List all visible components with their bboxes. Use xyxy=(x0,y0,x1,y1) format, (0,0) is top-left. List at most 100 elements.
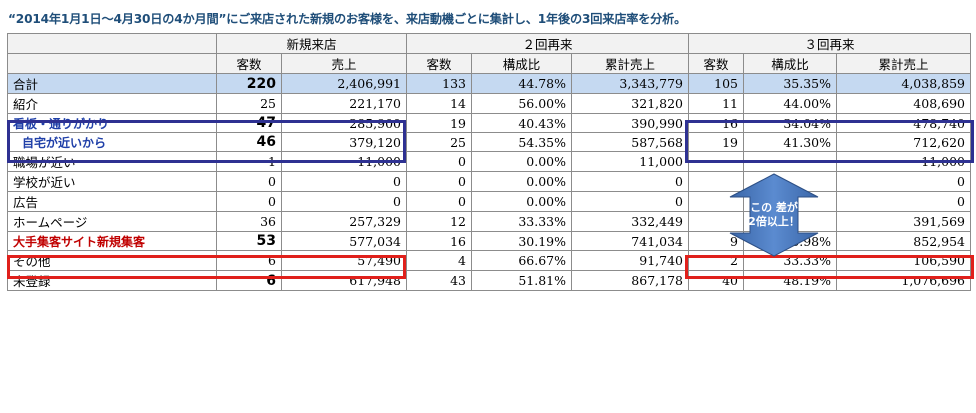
cell: 53 xyxy=(216,231,282,251)
cell: 221,170 xyxy=(281,93,407,114)
row-label: ホームページ xyxy=(7,211,217,232)
cell: 25 xyxy=(216,93,282,114)
cell: 0.00% xyxy=(471,171,572,192)
cell: 16 xyxy=(688,113,744,133)
column-header: 構成比 xyxy=(471,53,572,74)
cell: 12 xyxy=(406,211,472,232)
table-row-total: 合計 220 2,406,991 133 44.78% 3,343,779 10… xyxy=(7,73,971,94)
table-row: 学校が近い 0 0 0 0.00% 0 0 xyxy=(7,171,971,192)
cell: 16 xyxy=(406,231,472,251)
cell: 56.00% xyxy=(471,93,572,114)
cell: 0.00% xyxy=(471,151,572,172)
cell: 1,076,696 xyxy=(836,270,971,291)
cell: 19 xyxy=(688,132,744,152)
cell: 0 xyxy=(406,191,472,212)
group-header-third: ３回再来 xyxy=(688,33,971,54)
table-row: その他 6 57,490 4 66.67% 91,740 2 33.33% 10… xyxy=(7,250,971,271)
row-label: 未登録 xyxy=(7,270,217,291)
cell: 257,329 xyxy=(281,211,407,232)
cell: 91,740 xyxy=(571,250,689,271)
table-row: 紹介 25 221,170 14 56.00% 321,820 11 44.00… xyxy=(7,93,971,114)
cell: 6 xyxy=(216,270,282,291)
cell: 133 xyxy=(406,73,472,94)
row-label: 広告 xyxy=(7,191,217,212)
cell: 105 xyxy=(688,73,744,94)
row-label: その他 xyxy=(7,250,217,271)
cell: 35.35% xyxy=(743,73,837,94)
cell: 54.35% xyxy=(471,132,572,152)
cell: 220 xyxy=(216,73,282,94)
row-label: 紹介 xyxy=(7,93,217,114)
group-header-row: 新規来店 ２回再来 ３回再来 xyxy=(7,33,971,54)
cell: 44.78% xyxy=(471,73,572,94)
cell: 408,690 xyxy=(836,93,971,114)
cell: 0 xyxy=(571,191,689,212)
row-label: 看板・通りがかり xyxy=(7,113,217,133)
column-header-row: 客数 売上 客数 構成比 累計売上 客数 構成比 累計売上 xyxy=(7,53,971,74)
cell: 57,490 xyxy=(281,250,407,271)
cell: 4,038,859 xyxy=(836,73,971,94)
table-row: 未登録 6 617,948 43 51.81% 867,178 40 48.19… xyxy=(7,270,971,291)
cell: 11,000 xyxy=(281,151,407,172)
cell: 390,990 xyxy=(571,113,689,133)
cell: 51.81% xyxy=(471,270,572,291)
table-row: ホームページ 36 257,329 12 33.33% 332,449 391,… xyxy=(7,211,971,232)
cell: 6 xyxy=(216,250,282,271)
cell: 617,948 xyxy=(281,270,407,291)
cell: 0 xyxy=(836,191,971,212)
cell: 3,343,779 xyxy=(571,73,689,94)
row-label: 学校が近い xyxy=(7,171,217,192)
cell: 66.67% xyxy=(471,250,572,271)
cell: 867,178 xyxy=(571,270,689,291)
cell: 25 xyxy=(406,132,472,152)
cell: 379,120 xyxy=(281,132,407,152)
cell: 0 xyxy=(281,191,407,212)
cell: 47 xyxy=(216,113,282,133)
column-header: 売上 xyxy=(281,53,407,74)
cell: 46 xyxy=(216,132,282,152)
row-label: 自宅が近いから xyxy=(7,132,217,152)
cell: 285,900 xyxy=(281,113,407,133)
double-arrow-icon xyxy=(729,173,819,257)
cell: 40 xyxy=(688,270,744,291)
table-row-highlight: 看板・通りがかり 47 285,900 19 40.43% 390,990 16… xyxy=(7,113,971,133)
header-blank xyxy=(7,53,217,74)
cell: 19 xyxy=(406,113,472,133)
cell: 0 xyxy=(281,171,407,192)
cell: 712,620 xyxy=(836,132,971,152)
column-header: 客数 xyxy=(688,53,744,74)
callout-line-2: 2倍以上！ xyxy=(748,215,800,228)
cell: 11,000 xyxy=(836,151,971,172)
column-header: 累計売上 xyxy=(836,53,971,74)
cell xyxy=(688,151,744,172)
page-caption: “2014年1月1日～4月30日の4か月間”にご来店された新規のお客様を、来店動… xyxy=(8,12,687,26)
group-header-new: 新規来店 xyxy=(216,33,407,54)
cell: 36 xyxy=(216,211,282,232)
cell: 43 xyxy=(406,270,472,291)
cell: 4 xyxy=(406,250,472,271)
cell: 48.19% xyxy=(743,270,837,291)
cell: 40.43% xyxy=(471,113,572,133)
cell: 1 xyxy=(216,151,282,172)
row-label: 合計 xyxy=(7,73,217,94)
cell: 391,569 xyxy=(836,211,971,232)
cell: 321,820 xyxy=(571,93,689,114)
cell: 332,449 xyxy=(571,211,689,232)
cell: 852,954 xyxy=(836,231,971,251)
table-row: 職場が近い 1 11,000 0 0.00% 11,000 11,000 xyxy=(7,151,971,172)
cell: 14 xyxy=(406,93,472,114)
cell: 478,740 xyxy=(836,113,971,133)
cell: 0 xyxy=(836,171,971,192)
row-label: 職場が近い xyxy=(7,151,217,172)
cell: 11,000 xyxy=(571,151,689,172)
cell: 741,034 xyxy=(571,231,689,251)
cell: 0.00% xyxy=(471,191,572,212)
column-header: 構成比 xyxy=(743,53,837,74)
cell: 11 xyxy=(688,93,744,114)
cell: 34.04% xyxy=(743,113,837,133)
table-row-highlight: 大手集客サイト新規集客 53 577,034 16 30.19% 741,034… xyxy=(7,231,971,251)
cell: 0 xyxy=(406,151,472,172)
cell: 30.19% xyxy=(471,231,572,251)
column-header: 客数 xyxy=(406,53,472,74)
cell: 577,034 xyxy=(281,231,407,251)
